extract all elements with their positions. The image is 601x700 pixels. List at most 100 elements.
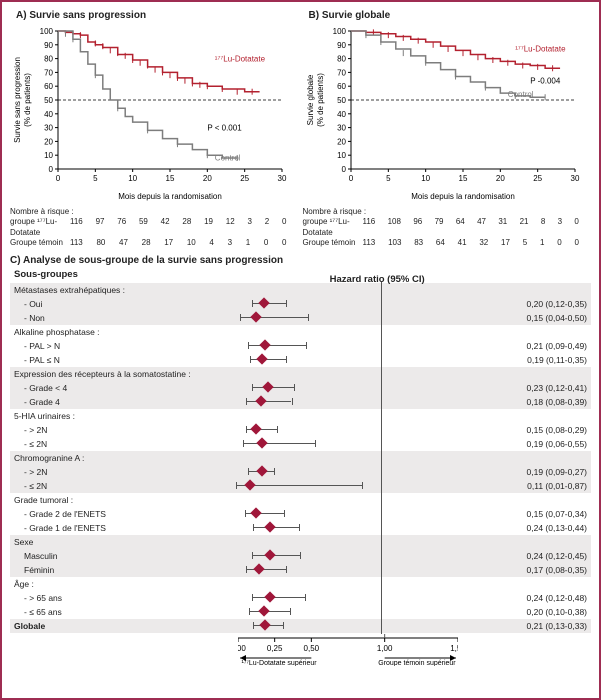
forest-hr-text: 0,24 (0,12-0,48)	[490, 591, 591, 605]
panel-c-title: Analyse de sous-groupe de la survie sans…	[23, 255, 283, 266]
forest-cell	[234, 353, 490, 367]
svg-text:100: 100	[40, 27, 54, 36]
risk-value: 8	[541, 217, 545, 238]
forest-table: Sous-groupesHazard ratio (95% CI)Métasta…	[10, 268, 591, 669]
risk-value: 64	[436, 238, 445, 248]
svg-text:¹⁷⁷Lu-Dotatate supérieur: ¹⁷⁷Lu-Dotatate supérieur	[242, 660, 318, 666]
risk-value: 28	[182, 217, 191, 238]
diamond-icon	[255, 395, 266, 406]
diamond-icon	[257, 465, 268, 476]
svg-text:¹⁷⁷Lu-Dotatate: ¹⁷⁷Lu-Dotatate	[215, 54, 266, 63]
risk-value: 1	[540, 238, 544, 248]
risk-label: groupe ¹⁷⁷Lu-Dotatate	[10, 217, 70, 238]
svg-text:25: 25	[533, 174, 542, 183]
risk-value: 0	[282, 238, 286, 248]
risk-value: 12	[226, 217, 235, 238]
svg-text:100: 100	[332, 27, 346, 36]
diamond-icon	[257, 353, 268, 364]
svg-text:Survie globale(% de patients): Survie globale(% de patients)	[306, 73, 325, 127]
forest-hr-text: 0,19 (0,11-0,35)	[490, 353, 591, 367]
svg-text:70: 70	[44, 68, 53, 77]
diamond-icon	[251, 311, 262, 322]
forest-row-label: - Non	[10, 311, 234, 325]
diamond-icon	[258, 605, 269, 616]
forest-hr-text: 0,18 (0,08-0,39)	[490, 395, 591, 409]
svg-text:0,25: 0,25	[267, 644, 283, 653]
svg-text:0: 0	[56, 174, 61, 183]
svg-text:10: 10	[128, 174, 137, 183]
forest-cell	[234, 507, 490, 521]
svg-text:15: 15	[166, 174, 175, 183]
risk-value: 103	[388, 238, 401, 248]
forest-hr-text: 0,19 (0,09-0,27)	[490, 465, 591, 479]
svg-text:Control: Control	[215, 154, 241, 163]
svg-text:90: 90	[44, 41, 53, 50]
forest-hr-text: 0,20 (0,12-0,35)	[490, 297, 591, 311]
risk-value: 0	[574, 238, 578, 248]
panel-b-chart: 0102030405060708090100051015202530Survie…	[303, 23, 583, 203]
forest-row-label: - > 65 ans	[10, 591, 234, 605]
risk-value: 3	[558, 217, 562, 238]
svg-text:80: 80	[337, 55, 346, 64]
forest-row-label: - > 2N	[10, 465, 234, 479]
forest-hr-text	[490, 409, 591, 423]
risk-value: 47	[477, 217, 486, 238]
panel-a-risk: Nombre à risque : groupe ¹⁷⁷Lu-Dotatate 1…	[10, 207, 299, 249]
forest-left-header: Sous-groupes	[10, 268, 234, 283]
risk-value: 32	[479, 238, 488, 248]
svg-text:0: 0	[348, 174, 353, 183]
forest-row-label: Masculin	[10, 549, 234, 563]
figure-container: A) Survie sans progression 0102030405060…	[0, 0, 601, 700]
forest-cell	[234, 493, 490, 507]
forest-row-label: - Grade 1 de l'ENETS	[10, 521, 234, 535]
risk-value: 3	[247, 217, 251, 238]
forest-row-label: Expression des récepteurs à la somatosta…	[10, 367, 234, 381]
risk-value: 0	[574, 217, 578, 238]
diamond-icon	[264, 591, 275, 602]
svg-text:5: 5	[93, 174, 98, 183]
forest-cell	[234, 381, 490, 395]
forest-cell	[234, 367, 490, 381]
forest-row-label: - Grade 4	[10, 395, 234, 409]
risk-value: 79	[435, 217, 444, 238]
svg-text:40: 40	[44, 110, 53, 119]
panel-b-letter: B)	[309, 10, 320, 21]
panel-a-chart: 0102030405060708090100051015202530Survie…	[10, 23, 290, 203]
forest-axis: 0,000,250,501,001,50 ¹⁷⁷Lu-Dotatate supé…	[238, 634, 458, 666]
svg-text:0,50: 0,50	[304, 644, 320, 653]
svg-text:20: 20	[44, 137, 53, 146]
forest-cell	[234, 591, 490, 605]
risk-value: 17	[501, 238, 510, 248]
svg-text:20: 20	[203, 174, 212, 183]
forest-cell	[234, 605, 490, 619]
forest-row-label: Sexe	[10, 535, 234, 549]
risk-value: 0	[557, 238, 561, 248]
svg-text:Groupe témoin supérieur: Groupe témoin supérieur	[379, 660, 457, 666]
diamond-icon	[258, 297, 269, 308]
forest-hr-text: 0,24 (0,13-0,44)	[490, 521, 591, 535]
diamond-icon	[254, 563, 265, 574]
forest-row-label: - ≤ 65 ans	[10, 605, 234, 619]
risk-value: 2	[265, 217, 269, 238]
svg-text:60: 60	[44, 82, 53, 91]
diamond-icon	[264, 549, 275, 560]
forest-right-header: Hazard ratio (95% CI)	[234, 268, 490, 283]
forest-cell	[234, 465, 490, 479]
forest-row-label: - ≤ 2N	[10, 437, 234, 451]
forest-hr-text: 0,15 (0,07-0,34)	[490, 507, 591, 521]
forest-cell	[234, 479, 490, 493]
panel-a: A) Survie sans progression 0102030405060…	[10, 8, 299, 249]
risk-value: 113	[363, 238, 376, 248]
risk-value: 1	[246, 238, 250, 248]
forest-cell	[234, 619, 490, 633]
risk-header-a: Nombre à risque :	[10, 207, 299, 217]
svg-text:30: 30	[570, 174, 579, 183]
risk-label: groupe ¹⁷⁷Lu-Dotatate	[303, 217, 363, 238]
svg-text:80: 80	[44, 55, 53, 64]
risk-value: 28	[142, 238, 151, 248]
forest-hr-text: 0,24 (0,12-0,45)	[490, 549, 591, 563]
diamond-icon	[245, 479, 256, 490]
svg-text:70: 70	[337, 68, 346, 77]
forest-hr-text: 0,15 (0,04-0,50)	[490, 311, 591, 325]
svg-text:20: 20	[337, 137, 346, 146]
